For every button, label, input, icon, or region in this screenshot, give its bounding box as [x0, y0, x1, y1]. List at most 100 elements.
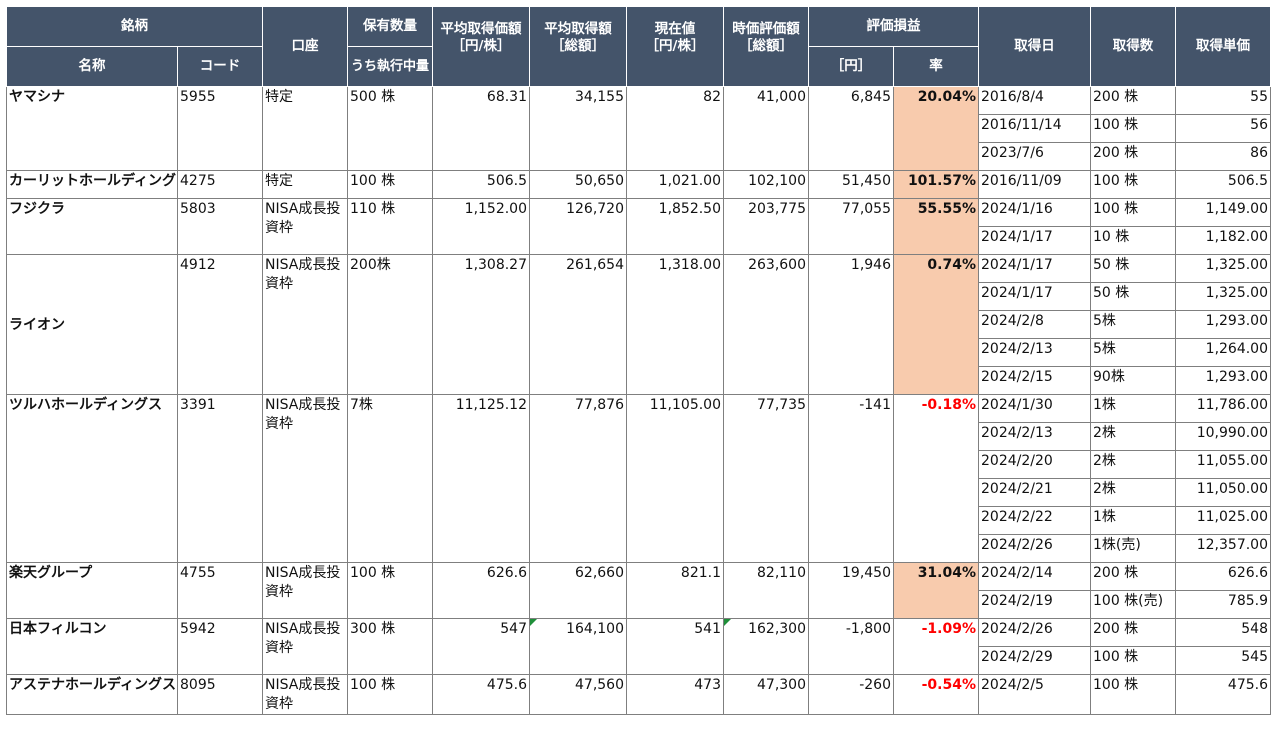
- avg-price-cell[interactable]: 475.6: [432, 674, 530, 715]
- acq-price-cell[interactable]: 12,357.00: [1175, 534, 1271, 563]
- current-price-cell[interactable]: 1,021.00: [626, 170, 724, 199]
- header-name[interactable]: 名称: [6, 46, 178, 87]
- acq-price-cell[interactable]: 86: [1175, 142, 1271, 171]
- header-meigara[interactable]: 銘柄: [6, 6, 263, 47]
- current-price-cell[interactable]: 82: [626, 86, 724, 171]
- acq-qty-cell[interactable]: 100 株: [1090, 114, 1176, 143]
- stock-account[interactable]: NISA成長投資枠: [262, 394, 348, 563]
- stock-account[interactable]: NISA成長投資枠: [262, 254, 348, 395]
- avg-total-cell[interactable]: 261,654: [529, 254, 627, 395]
- header-holding[interactable]: 保有数量: [347, 6, 433, 47]
- acq-price-cell[interactable]: 1,293.00: [1175, 366, 1271, 395]
- acq-date-cell[interactable]: 2024/1/30: [978, 394, 1091, 423]
- stock-account[interactable]: 特定: [262, 86, 348, 171]
- acq-date-cell[interactable]: 2024/1/17: [978, 226, 1091, 255]
- avg-total-cell[interactable]: 62,660: [529, 562, 627, 619]
- acq-qty-cell[interactable]: 50 株: [1090, 282, 1176, 311]
- stock-qty[interactable]: 500 株: [347, 86, 433, 171]
- stock-name[interactable]: ライオン: [6, 254, 178, 395]
- acq-qty-cell[interactable]: 100 株: [1090, 674, 1176, 715]
- market-value-cell[interactable]: 41,000: [723, 86, 809, 171]
- acq-date-cell[interactable]: 2024/2/13: [978, 422, 1091, 451]
- header-acq-price[interactable]: 取得単価: [1175, 6, 1271, 87]
- acq-qty-cell[interactable]: 100 株: [1090, 170, 1176, 199]
- stock-qty[interactable]: 100 株: [347, 170, 433, 199]
- acq-price-cell[interactable]: 545: [1175, 646, 1271, 675]
- stock-qty[interactable]: 100 株: [347, 674, 433, 715]
- pl-yen-cell[interactable]: -1,800: [808, 618, 894, 675]
- pl-rate-cell[interactable]: 0.74%: [893, 254, 979, 395]
- acq-qty-cell[interactable]: 100 株: [1090, 646, 1176, 675]
- header-current[interactable]: 現在値 ［円/株］: [626, 6, 724, 87]
- acq-date-cell[interactable]: 2024/2/19: [978, 590, 1091, 619]
- current-price-cell[interactable]: 1,852.50: [626, 198, 724, 255]
- stock-code[interactable]: 4275: [177, 170, 263, 199]
- acq-qty-cell[interactable]: 50 株: [1090, 254, 1176, 283]
- acq-qty-cell[interactable]: 5株: [1090, 338, 1176, 367]
- stock-name[interactable]: ツルハホールディングス: [6, 394, 178, 563]
- stock-code[interactable]: 4912: [177, 254, 263, 395]
- acq-date-cell[interactable]: 2024/2/5: [978, 674, 1091, 715]
- acq-qty-cell[interactable]: 200 株: [1090, 562, 1176, 591]
- acq-price-cell[interactable]: 56: [1175, 114, 1271, 143]
- acq-price-cell[interactable]: 548: [1175, 618, 1271, 647]
- acq-qty-cell[interactable]: 200 株: [1090, 86, 1176, 115]
- pl-yen-cell[interactable]: 51,450: [808, 170, 894, 199]
- stock-name[interactable]: ヤマシナ: [6, 86, 178, 171]
- pl-rate-cell[interactable]: -0.18%: [893, 394, 979, 563]
- acq-qty-cell[interactable]: 1株: [1090, 394, 1176, 423]
- acq-qty-cell[interactable]: 100 株(売): [1090, 590, 1176, 619]
- acq-qty-cell[interactable]: 200 株: [1090, 618, 1176, 647]
- avg-price-cell[interactable]: 626.6: [432, 562, 530, 619]
- acq-date-cell[interactable]: 2024/2/26: [978, 534, 1091, 563]
- pl-rate-cell[interactable]: 101.57%: [893, 170, 979, 199]
- stock-qty[interactable]: 110 株: [347, 198, 433, 255]
- stock-code[interactable]: 8095: [177, 674, 263, 715]
- acq-date-cell[interactable]: 2024/2/22: [978, 506, 1091, 535]
- header-acq-qty[interactable]: 取得数: [1090, 6, 1176, 87]
- pl-rate-cell[interactable]: 20.04%: [893, 86, 979, 171]
- pl-rate-cell[interactable]: -0.54%: [893, 674, 979, 715]
- acq-price-cell[interactable]: 475.6: [1175, 674, 1271, 715]
- market-value-cell[interactable]: 47,300: [723, 674, 809, 715]
- acq-price-cell[interactable]: 1,264.00: [1175, 338, 1271, 367]
- market-value-cell[interactable]: 77,735: [723, 394, 809, 563]
- header-holding-sub[interactable]: うち執行中量: [347, 46, 433, 87]
- acq-qty-cell[interactable]: 100 株: [1090, 198, 1176, 227]
- acq-qty-cell[interactable]: 90株: [1090, 366, 1176, 395]
- avg-total-cell[interactable]: 34,155: [529, 86, 627, 171]
- avg-price-cell[interactable]: 547: [432, 618, 530, 675]
- acq-qty-cell[interactable]: 2株: [1090, 478, 1176, 507]
- acq-date-cell[interactable]: 2016/11/14: [978, 114, 1091, 143]
- header-pl-yen[interactable]: ［円］: [808, 46, 894, 87]
- header-acq-date[interactable]: 取得日: [978, 6, 1091, 87]
- acq-qty-cell[interactable]: 200 株: [1090, 142, 1176, 171]
- acq-price-cell[interactable]: 11,025.00: [1175, 506, 1271, 535]
- pl-rate-cell[interactable]: 55.55%: [893, 198, 979, 255]
- avg-total-cell[interactable]: 164,100: [529, 618, 627, 675]
- pl-yen-cell[interactable]: -141: [808, 394, 894, 563]
- pl-yen-cell[interactable]: 19,450: [808, 562, 894, 619]
- stock-code[interactable]: 5803: [177, 198, 263, 255]
- current-price-cell[interactable]: 541: [626, 618, 724, 675]
- avg-total-cell[interactable]: 47,560: [529, 674, 627, 715]
- stock-name[interactable]: 楽天グループ: [6, 562, 178, 619]
- acq-date-cell[interactable]: 2024/1/17: [978, 282, 1091, 311]
- market-value-cell[interactable]: 263,600: [723, 254, 809, 395]
- acq-price-cell[interactable]: 1,182.00: [1175, 226, 1271, 255]
- acq-date-cell[interactable]: 2024/2/26: [978, 618, 1091, 647]
- avg-total-cell[interactable]: 77,876: [529, 394, 627, 563]
- acq-date-cell[interactable]: 2024/2/14: [978, 562, 1091, 591]
- stock-account[interactable]: NISA成長投資枠: [262, 562, 348, 619]
- stock-name[interactable]: アステナホールディングス: [6, 674, 178, 715]
- acq-price-cell[interactable]: 1,325.00: [1175, 254, 1271, 283]
- stock-account[interactable]: NISA成長投資枠: [262, 198, 348, 255]
- stock-name[interactable]: フジクラ: [6, 198, 178, 255]
- stock-qty[interactable]: 7株: [347, 394, 433, 563]
- acq-date-cell[interactable]: 2024/2/20: [978, 450, 1091, 479]
- acq-price-cell[interactable]: 11,786.00: [1175, 394, 1271, 423]
- acq-price-cell[interactable]: 11,050.00: [1175, 478, 1271, 507]
- acq-date-cell[interactable]: 2024/2/13: [978, 338, 1091, 367]
- acq-date-cell[interactable]: 2024/2/29: [978, 646, 1091, 675]
- stock-qty[interactable]: 100 株: [347, 562, 433, 619]
